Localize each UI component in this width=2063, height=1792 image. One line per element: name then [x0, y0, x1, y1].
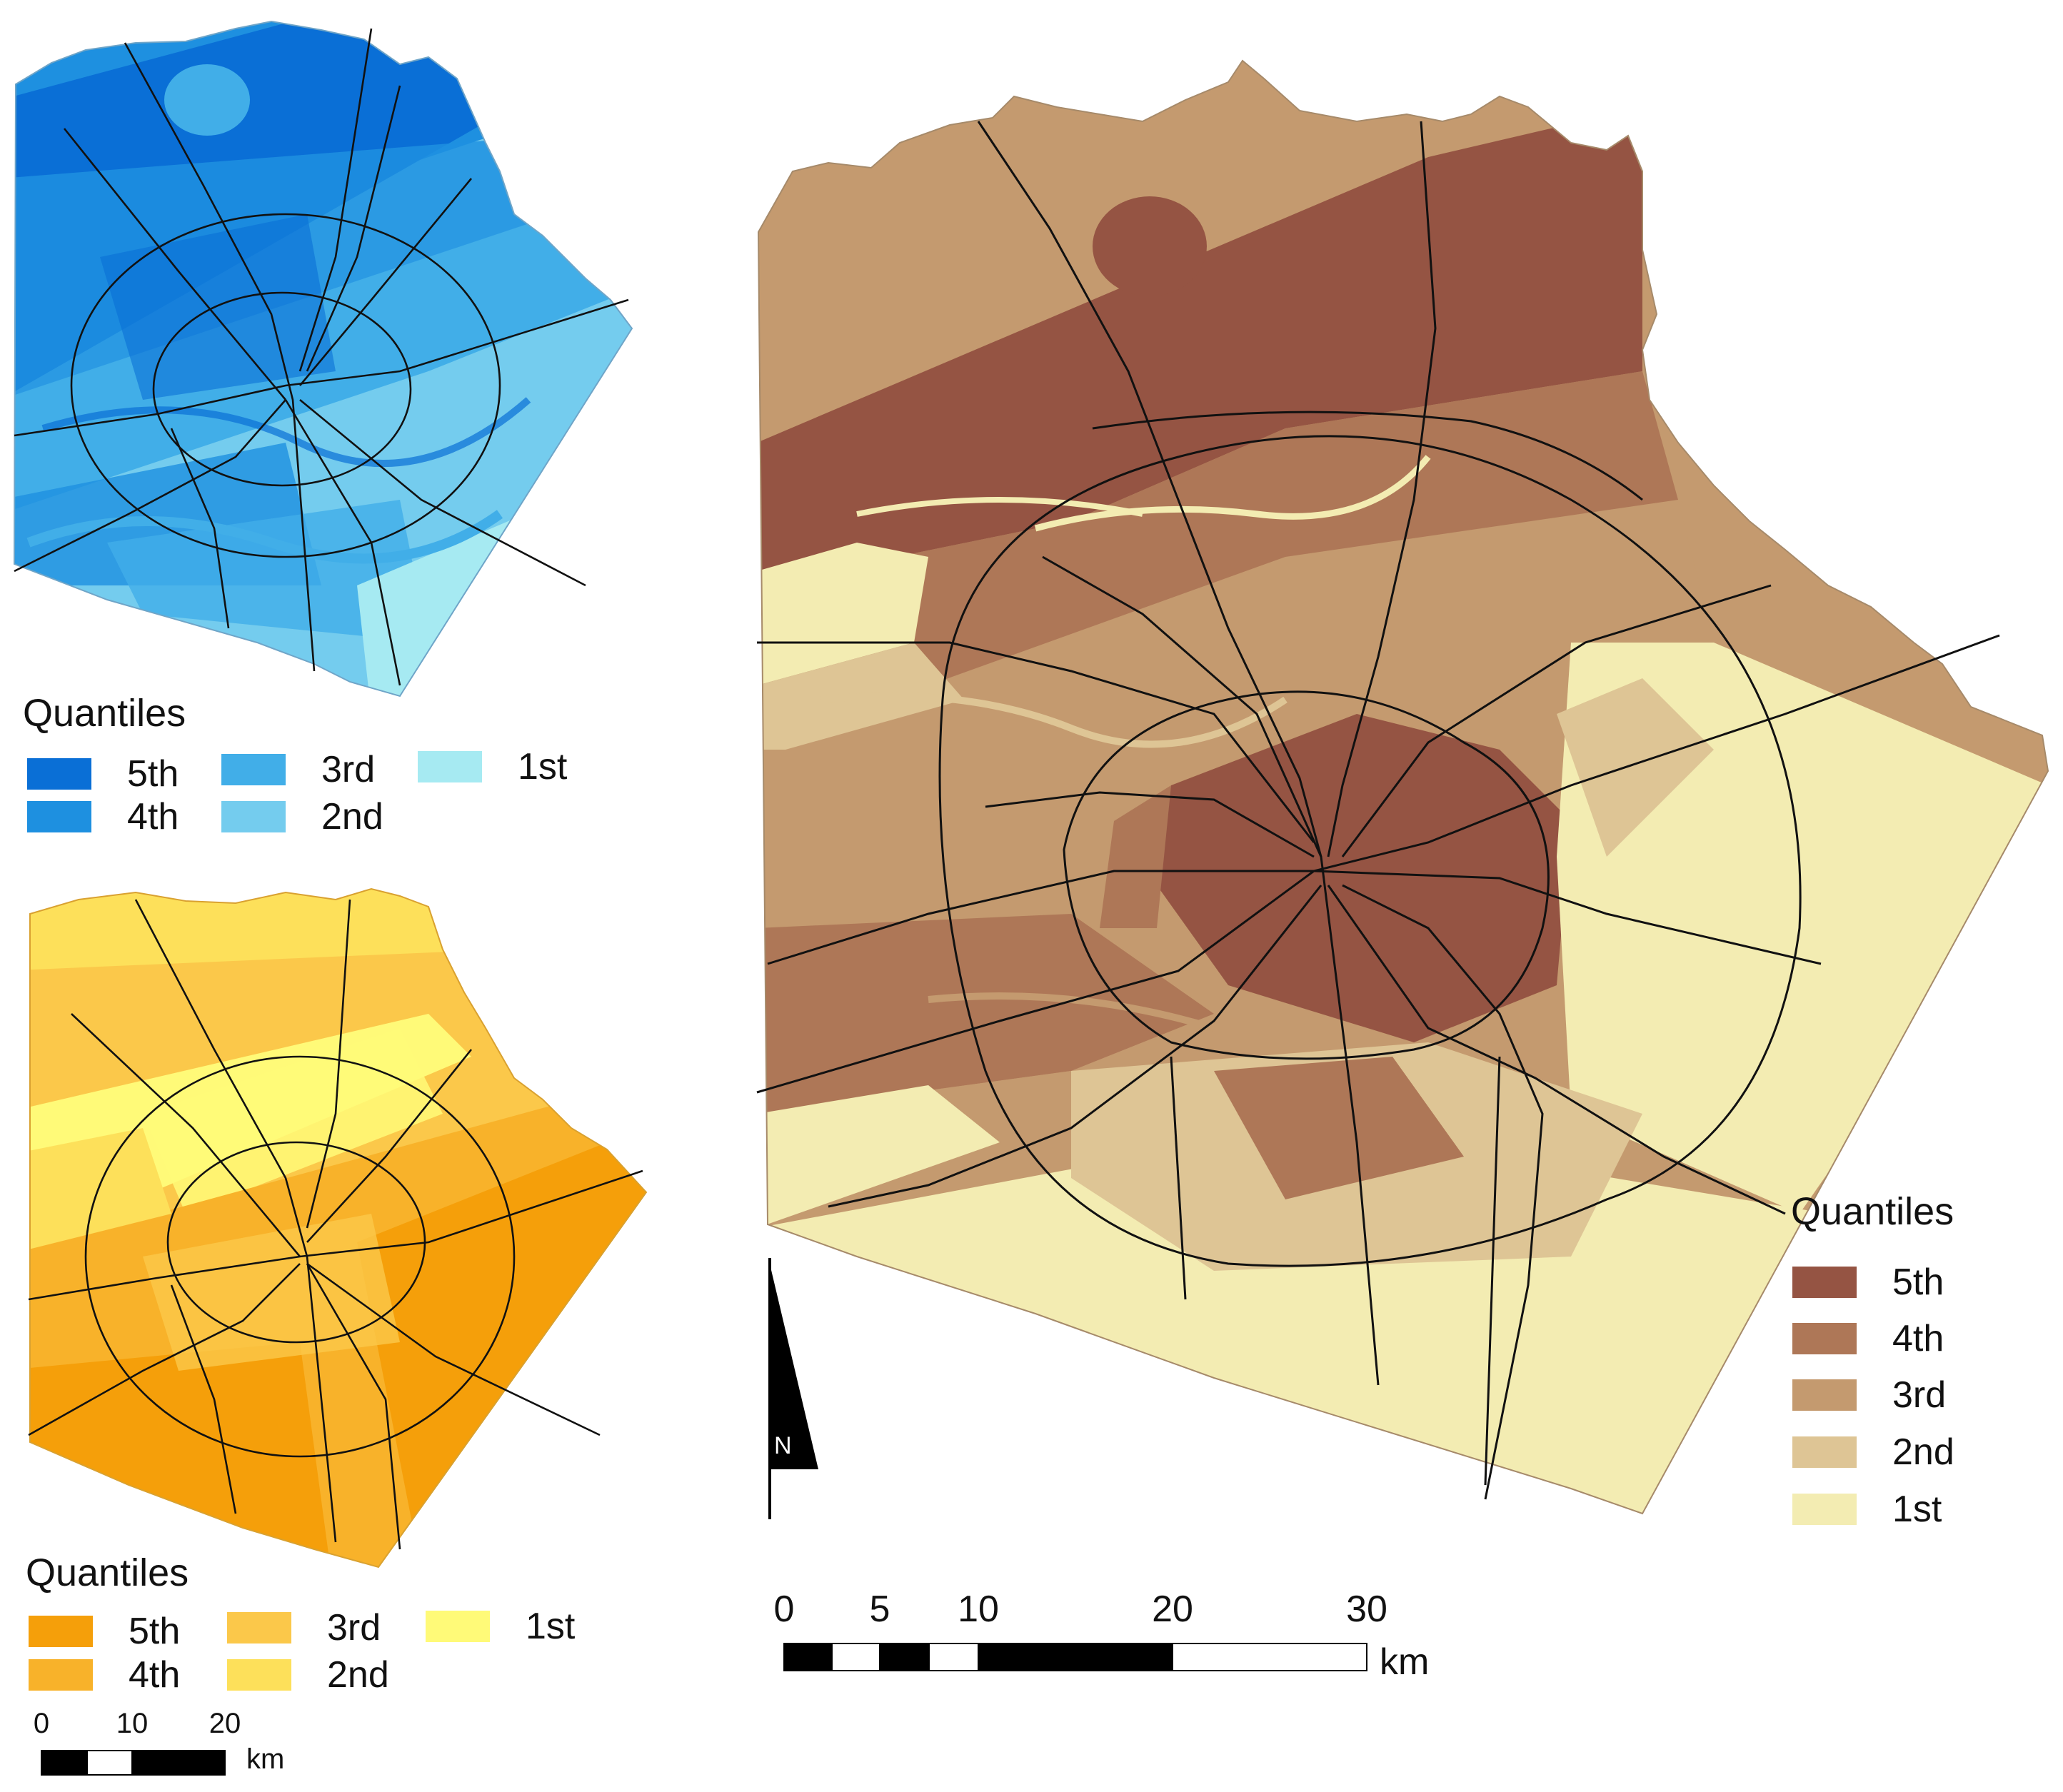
brown-legend-5th: 5th [1792, 1261, 1944, 1304]
brown-legend-label-3rd: 3rd [1892, 1374, 1947, 1416]
orange-swatch-2nd [227, 1659, 291, 1691]
brown-legend-label-5th: 5th [1892, 1262, 1944, 1303]
orange-scale-tick-0: 0 [33, 1708, 50, 1739]
brown-scale-unit: km [1380, 1641, 1430, 1683]
orange-legend-2nd: 2nd [227, 1653, 389, 1696]
blue-legend-1st: 1st [418, 745, 567, 788]
brown-scale-tick-20: 20 [1152, 1589, 1193, 1630]
blue-legend-label-1st: 1st [518, 746, 568, 787]
blue-legend-label-3rd: 3rd [321, 749, 376, 790]
brown-swatch-2nd [1792, 1436, 1857, 1468]
brown-swatch-3rd [1792, 1379, 1857, 1411]
orange-legend-1st: 1st [426, 1605, 575, 1648]
brown-legend-3rd: 3rd [1792, 1374, 1946, 1416]
blue-legend-title: Quantiles [23, 692, 186, 735]
blue-swatch-2nd [221, 801, 286, 832]
blue-legend-label-5th: 5th [127, 753, 179, 795]
brown-scale-tick-10: 10 [958, 1589, 999, 1630]
blue-legend-5th: 5th [27, 752, 179, 795]
orange-legend-3rd: 3rd [227, 1606, 381, 1649]
brown-swatch-1st [1792, 1494, 1857, 1525]
blue-legend-3rd: 3rd [221, 748, 375, 791]
blue-swatch-4th [27, 801, 91, 832]
blue-swatch-1st [418, 751, 482, 782]
blue-swatch-3rd [221, 754, 286, 785]
blue-swatch-5th [27, 758, 91, 790]
brown-legend-title: Quantiles [1791, 1190, 1954, 1233]
orange-swatch-1st [426, 1611, 490, 1642]
orange-scale-tick-10: 10 [116, 1708, 149, 1739]
brown-legend-2nd: 2nd [1792, 1431, 1954, 1474]
brown-swatch-4th [1792, 1323, 1857, 1354]
orange-swatch-4th [29, 1659, 93, 1691]
brown-legend-1st: 1st [1792, 1488, 1942, 1531]
orange-legend-4th: 4th [29, 1653, 180, 1696]
orange-swatch-3rd [227, 1612, 291, 1643]
brown-legend-4th: 4th [1792, 1317, 1944, 1360]
brown-legend-label-2nd: 2nd [1892, 1431, 1954, 1473]
brown-scale-tick-30: 30 [1346, 1589, 1387, 1630]
orange-legend-label-4th: 4th [129, 1654, 181, 1696]
blue-legend-label-2nd: 2nd [321, 796, 383, 837]
brown-scale-tick-0: 0 [773, 1589, 795, 1630]
orange-legend-label-3rd: 3rd [327, 1607, 381, 1648]
orange-scale-tick-20: 20 [209, 1708, 241, 1739]
blue-legend-2nd: 2nd [221, 795, 383, 838]
brown-legend-label-4th: 4th [1892, 1318, 1944, 1359]
orange-legend-label-2nd: 2nd [327, 1654, 389, 1696]
orange-legend-5th: 5th [29, 1610, 180, 1653]
orange-legend-label-5th: 5th [129, 1611, 181, 1652]
north-arrow-label: N [774, 1432, 792, 1459]
blue-legend-label-4th: 4th [127, 796, 179, 837]
orange-swatch-5th [29, 1616, 93, 1647]
brown-legend-label-1st: 1st [1892, 1489, 1942, 1530]
orange-scale-unit: km [246, 1743, 285, 1775]
orange-legend-title: Quantiles [26, 1551, 189, 1594]
brown-scale-tick-5: 5 [869, 1589, 890, 1630]
blue-legend-4th: 4th [27, 795, 179, 838]
brown-swatch-5th [1792, 1267, 1857, 1298]
orange-legend-label-1st: 1st [526, 1606, 576, 1647]
